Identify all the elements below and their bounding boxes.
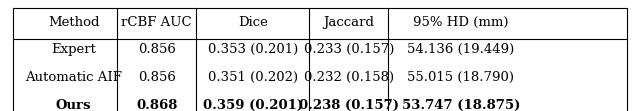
Text: 0.856: 0.856 (138, 43, 176, 56)
Text: 0.351 (0.202): 0.351 (0.202) (208, 71, 298, 84)
Text: 95% HD (mm): 95% HD (mm) (413, 16, 509, 29)
Text: Method: Method (48, 16, 99, 29)
Text: 0.359 (0.201): 0.359 (0.201) (203, 99, 303, 111)
Text: 53.747 (18.875): 53.747 (18.875) (402, 99, 520, 111)
Text: Automatic AIF: Automatic AIF (25, 71, 122, 84)
Text: 0.238 (0.157): 0.238 (0.157) (299, 99, 399, 111)
Text: Ours: Ours (56, 99, 92, 111)
Text: Dice: Dice (238, 16, 268, 29)
Text: 0.856: 0.856 (138, 71, 176, 84)
Text: Jaccard: Jaccard (323, 16, 374, 29)
Text: 54.136 (19.449): 54.136 (19.449) (407, 43, 515, 56)
Text: rCBF AUC: rCBF AUC (122, 16, 192, 29)
Text: 55.015 (18.790): 55.015 (18.790) (407, 71, 515, 84)
Text: 0.353 (0.201): 0.353 (0.201) (207, 43, 298, 56)
Text: 0.868: 0.868 (136, 99, 177, 111)
Text: Expert: Expert (51, 43, 96, 56)
Text: 0.232 (0.158): 0.232 (0.158) (304, 71, 394, 84)
Text: 0.233 (0.157): 0.233 (0.157) (303, 43, 394, 56)
